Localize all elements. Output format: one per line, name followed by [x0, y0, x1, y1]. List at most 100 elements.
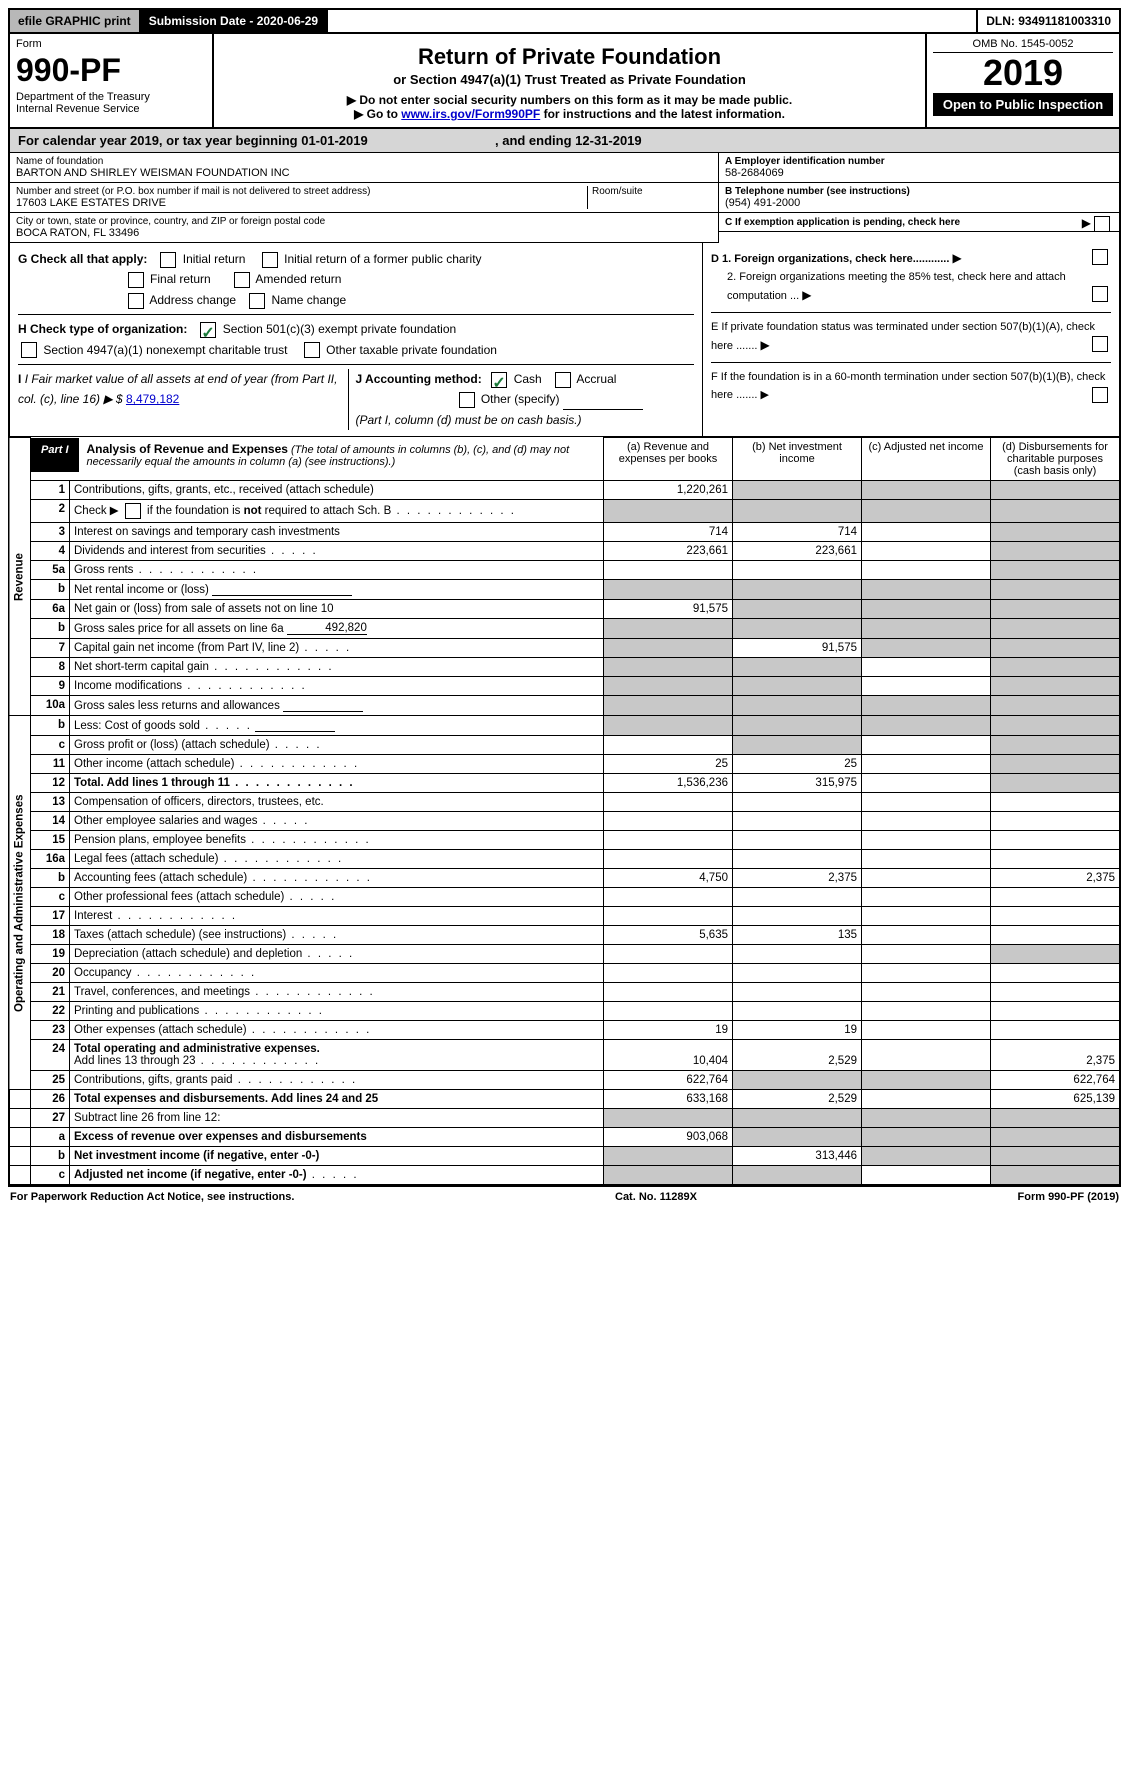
cell	[862, 716, 991, 736]
cell: 19	[733, 1021, 862, 1040]
cell	[991, 696, 1121, 716]
table-row: 17Interest	[9, 907, 1120, 926]
cell	[733, 1002, 862, 1021]
form-header: Form 990-PF Department of the Treasury I…	[8, 34, 1121, 129]
cell	[862, 755, 991, 774]
cell: 91,575	[604, 600, 733, 619]
row-desc: Compensation of officers, directors, tru…	[70, 793, 604, 812]
4947-checkbox[interactable]	[21, 342, 37, 358]
name-change-checkbox[interactable]	[249, 293, 265, 309]
table-row: 24Total operating and administrative exp…	[9, 1040, 1120, 1071]
revenue-side-label: Revenue	[9, 438, 31, 716]
form-link[interactable]: www.irs.gov/Form990PF	[401, 107, 540, 121]
e-checkbox[interactable]	[1092, 336, 1108, 352]
cell	[862, 736, 991, 755]
cell: 223,661	[733, 542, 862, 561]
row-desc: Income modifications	[70, 677, 604, 696]
cell	[862, 1040, 991, 1071]
cell	[733, 716, 862, 736]
cell	[991, 964, 1121, 983]
col-a-header: (a) Revenue and expenses per books	[604, 438, 733, 481]
cell	[862, 619, 991, 639]
part1-title: Analysis of Revenue and Expenses	[87, 442, 288, 456]
cell	[604, 907, 733, 926]
cal-year-begin: For calendar year 2019, or tax year begi…	[18, 133, 368, 148]
cell	[733, 580, 862, 600]
row-desc: Other professional fees (attach schedule…	[70, 888, 604, 907]
form-title: Return of Private Foundation	[224, 44, 915, 70]
row-desc: Adjusted net income (if negative, enter …	[70, 1166, 604, 1186]
cell	[604, 658, 733, 677]
amended-return-checkbox[interactable]	[234, 272, 250, 288]
cash-checkbox[interactable]	[491, 372, 507, 388]
cell	[733, 812, 862, 831]
cell	[862, 1071, 991, 1090]
cell	[604, 619, 733, 639]
d2-checkbox[interactable]	[1092, 286, 1108, 302]
cell	[733, 561, 862, 580]
phone-label: B Telephone number (see instructions)	[725, 186, 1113, 197]
cell	[733, 677, 862, 696]
final-return-checkbox[interactable]	[128, 272, 144, 288]
cell	[604, 831, 733, 850]
row-desc: Gross rents	[70, 561, 604, 580]
cell	[991, 542, 1121, 561]
cell	[862, 639, 991, 658]
cell	[733, 658, 862, 677]
table-row: 15Pension plans, employee benefits	[9, 831, 1120, 850]
501c3-checkbox[interactable]	[200, 322, 216, 338]
cell: 135	[733, 926, 862, 945]
cell: 2,375	[991, 869, 1121, 888]
cell: 2,529	[733, 1090, 862, 1109]
table-row: 9Income modifications	[9, 677, 1120, 696]
exemption-checkbox[interactable]	[1094, 216, 1110, 232]
cash-basis-note: (Part I, column (d) must be on cash basi…	[355, 413, 581, 427]
row-desc: Interest on savings and temporary cash i…	[70, 523, 604, 542]
cell	[733, 907, 862, 926]
initial-former-checkbox[interactable]	[262, 252, 278, 268]
cell	[604, 677, 733, 696]
cell	[733, 600, 862, 619]
fmv-value[interactable]: 8,479,182	[126, 392, 179, 406]
col-c-header: (c) Adjusted net income	[862, 438, 991, 481]
cell	[862, 888, 991, 907]
initial-return-checkbox[interactable]	[160, 252, 176, 268]
table-row: 16aLegal fees (attach schedule)	[9, 850, 1120, 869]
cell	[604, 696, 733, 716]
d1-checkbox[interactable]	[1092, 249, 1108, 265]
row-desc: Gross sales price for all assets on line…	[70, 619, 604, 639]
goto-pre: ▶ Go to	[354, 107, 401, 121]
table-row: 11Other income (attach schedule)2525	[9, 755, 1120, 774]
i-label: I	[18, 372, 21, 386]
row-desc: Total. Add lines 1 through 11	[70, 774, 604, 793]
other-taxable-checkbox[interactable]	[304, 342, 320, 358]
accrual-checkbox[interactable]	[555, 372, 571, 388]
schb-checkbox[interactable]	[125, 503, 141, 519]
irs: Internal Revenue Service	[16, 103, 206, 115]
address-change-checkbox[interactable]	[128, 293, 144, 309]
cell: 91,575	[733, 639, 862, 658]
cell	[862, 580, 991, 600]
table-row: 3Interest on savings and temporary cash …	[9, 523, 1120, 542]
cell	[733, 500, 862, 523]
form-number: 990-PF	[16, 52, 206, 89]
cell	[862, 696, 991, 716]
other-method-checkbox[interactable]	[459, 392, 475, 408]
cell	[862, 812, 991, 831]
cell	[604, 888, 733, 907]
f-checkbox[interactable]	[1092, 387, 1108, 403]
cell	[733, 736, 862, 755]
cell	[862, 1109, 991, 1128]
cell	[862, 542, 991, 561]
cell	[862, 869, 991, 888]
part1-desc: Analysis of Revenue and Expenses (The to…	[79, 438, 603, 472]
row-desc: Net rental income or (loss)	[70, 580, 604, 600]
ssn-note: ▶ Do not enter social security numbers o…	[224, 93, 915, 107]
row-desc: Occupancy	[70, 964, 604, 983]
room-label: Room/suite	[592, 186, 712, 197]
cell	[862, 850, 991, 869]
cell	[862, 831, 991, 850]
cell: 625,139	[991, 1090, 1121, 1109]
row-desc: Contributions, gifts, grants paid	[70, 1071, 604, 1090]
submission-date: Submission Date - 2020-06-29	[141, 10, 328, 32]
